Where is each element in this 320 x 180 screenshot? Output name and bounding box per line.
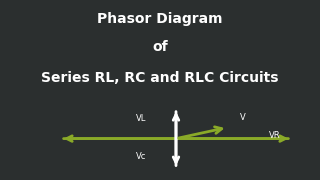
Text: Series RL, RC and RLC Circuits: Series RL, RC and RLC Circuits — [41, 71, 279, 85]
Text: Phasor Diagram: Phasor Diagram — [97, 12, 223, 26]
Text: Vc: Vc — [136, 152, 146, 161]
Text: VR: VR — [269, 131, 281, 140]
Text: V: V — [240, 112, 246, 122]
Text: VL: VL — [136, 114, 146, 123]
Text: of: of — [152, 40, 168, 54]
